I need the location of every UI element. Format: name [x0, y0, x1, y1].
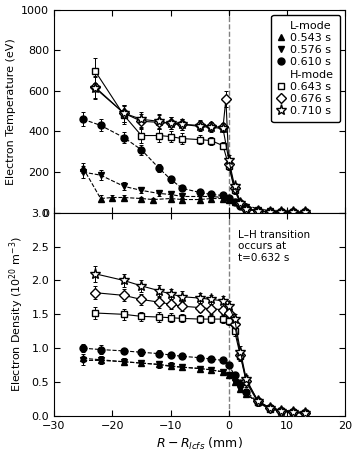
Y-axis label: Electron Density (10$^{20}$ m$^{-3}$): Electron Density (10$^{20}$ m$^{-3}$): [7, 236, 26, 392]
Legend: L-mode, 0.543 s, 0.576 s, 0.610 s, H-mode, 0.643 s, 0.676 s, 0.710 s: L-mode, 0.543 s, 0.576 s, 0.610 s, H-mod…: [271, 15, 340, 122]
Y-axis label: Electron Temperature (eV): Electron Temperature (eV): [6, 38, 15, 185]
Text: L–H transition
occurs at
t=0.632 s: L–H transition occurs at t=0.632 s: [238, 229, 310, 263]
X-axis label: $R - R_{lcfs}$ (mm): $R - R_{lcfs}$ (mm): [156, 436, 243, 453]
